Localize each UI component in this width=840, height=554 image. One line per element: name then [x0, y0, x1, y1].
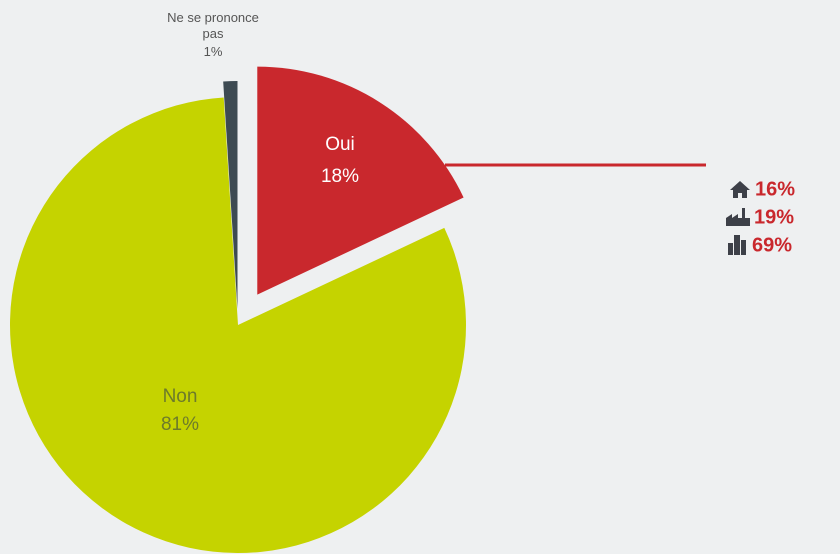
slice-value-label: 1%	[203, 44, 223, 59]
house-icon	[730, 181, 750, 198]
breakdown-value: 16%	[755, 178, 795, 200]
pie-slice	[257, 66, 464, 295]
factory-icon	[726, 208, 750, 226]
slice-value-label: 18%	[321, 166, 359, 187]
slice-category-label: Ne se prononce pas	[167, 10, 259, 41]
buildings-icon	[728, 235, 746, 255]
pie-slice	[10, 97, 467, 554]
slice-category-label: Oui	[325, 134, 355, 155]
slice-category-label: Non	[163, 386, 198, 407]
breakdown-value: 19%	[754, 206, 794, 228]
breakdown-value: 69%	[752, 234, 792, 256]
pie-slice	[223, 81, 238, 310]
icons	[726, 181, 750, 255]
slice-value-label: 81%	[161, 414, 199, 435]
